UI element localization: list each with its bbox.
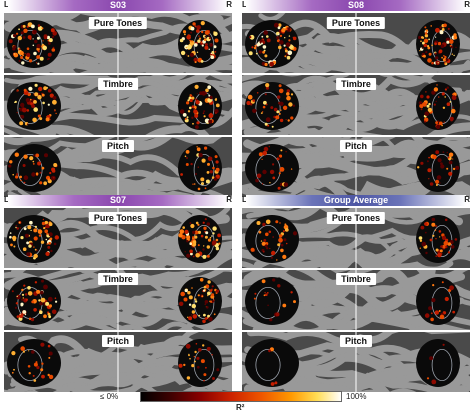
roi-left-hemisphere [245,144,299,192]
roi-left-hemisphere [7,144,61,192]
condition-label: Pure Tones [88,17,148,29]
condition-label: Pure Tones [326,212,386,224]
condition-row-timbre: Timbre [242,270,470,330]
panel-header: L S03 R [4,0,232,13]
condition-row-pure-tones: Pure Tones [4,13,232,73]
roi-left-hemisphere [245,215,299,263]
panel-title: S08 [246,0,466,11]
condition-row-pure-tones: Pure Tones [4,208,232,268]
inflated-cortex-rendering [4,208,232,268]
panel-title: S07 [8,195,228,206]
colorbar-max-label: 100% [346,392,367,401]
condition-row-timbre: Timbre [242,75,470,135]
roi-left-hemisphere [245,277,299,325]
roi-right-hemisphere [178,215,222,263]
inflated-cortex-rendering [242,75,470,135]
right-hemisphere-label: R [226,195,232,204]
condition-label: Pitch [339,140,373,152]
roi-right-hemisphere [416,144,460,192]
condition-label: Timbre [336,273,376,285]
panel-s07: L S07 R Pure Tones Timbre Pitch [4,195,232,394]
roi-right-hemisphere [178,339,222,387]
roi-right-hemisphere [178,144,222,192]
roi-right-hemisphere [416,82,460,130]
inflated-cortex-rendering [242,332,470,392]
roi-left-hemisphere [7,277,61,325]
condition-row-pure-tones: Pure Tones [242,208,470,268]
condition-row-timbre: Timbre [4,270,232,330]
condition-label: Timbre [98,273,138,285]
roi-right-hemisphere [416,215,460,263]
left-hemisphere-label: L [4,195,9,204]
condition-label: Pure Tones [326,17,386,29]
roi-right-hemisphere [178,82,222,130]
inflated-cortex-rendering [4,13,232,73]
roi-left-hemisphere [245,339,299,387]
left-hemisphere-label: L [4,0,9,9]
condition-row-pitch: Pitch [4,332,232,392]
panel-s08: L S08 R Pure Tones Timbre Pitch [242,0,470,199]
condition-label: Pitch [339,335,373,347]
panel-group-average: L Group Average R Pure Tones Timbre Pitc… [242,195,470,394]
roi-right-hemisphere [416,339,460,387]
roi-right-hemisphere [178,277,222,325]
condition-row-pitch: Pitch [242,332,470,392]
condition-label: Timbre [336,78,376,90]
condition-label: Timbre [98,78,138,90]
inflated-cortex-rendering [4,332,232,392]
condition-row-pure-tones: Pure Tones [242,13,470,73]
panel-header: L Group Average R [242,195,470,208]
left-hemisphere-label: L [242,0,247,9]
right-hemisphere-label: R [464,195,470,204]
roi-left-hemisphere [7,20,61,68]
colorbar-min-label: ≤ 0% [100,392,119,401]
colorbar-gradient [140,391,342,402]
condition-label: Pure Tones [88,212,148,224]
condition-row-timbre: Timbre [4,75,232,135]
condition-label: Pitch [101,335,135,347]
roi-left-hemisphere [7,215,61,263]
right-hemisphere-label: R [226,0,232,9]
roi-left-hemisphere [7,339,61,387]
condition-row-pitch: Pitch [4,137,232,197]
roi-right-hemisphere [416,277,460,325]
panel-title: S03 [8,0,228,11]
inflated-cortex-rendering [242,208,470,268]
roi-right-hemisphere [416,20,460,68]
colorbar: ≤ 0% 100% R² [100,388,400,414]
panel-s03: L S03 R Pure Tones Timbre Pitch [4,0,232,199]
right-hemisphere-label: R [464,0,470,9]
panel-title: Group Average [246,195,466,206]
roi-left-hemisphere [245,20,299,68]
roi-right-hemisphere [178,20,222,68]
roi-left-hemisphere [7,82,61,130]
roi-left-hemisphere [245,82,299,130]
panel-header: L S08 R [242,0,470,13]
condition-label: Pitch [101,140,135,152]
left-hemisphere-label: L [242,195,247,204]
panel-header: L S07 R [4,195,232,208]
condition-row-pitch: Pitch [242,137,470,197]
colorbar-unit-label: R² [236,403,245,412]
